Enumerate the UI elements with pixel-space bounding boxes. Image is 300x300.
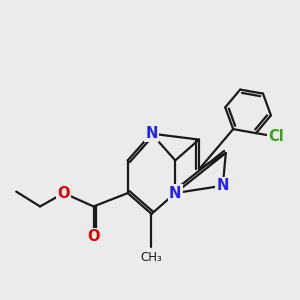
Text: Cl: Cl: [268, 129, 284, 144]
Text: CH₃: CH₃: [141, 251, 162, 264]
Text: O: O: [87, 229, 100, 244]
Text: N: N: [169, 186, 182, 201]
Text: N: N: [217, 178, 229, 193]
Text: N: N: [145, 126, 158, 141]
Text: O: O: [58, 186, 70, 201]
